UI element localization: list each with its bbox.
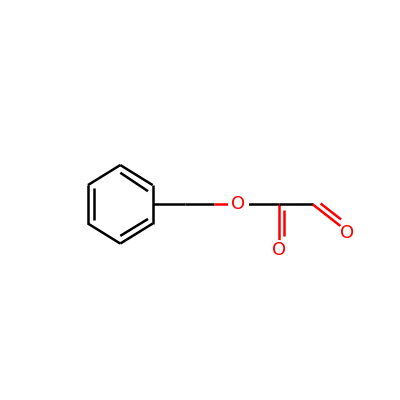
Text: O: O (272, 241, 286, 259)
Text: O: O (231, 196, 245, 214)
Text: O: O (340, 224, 354, 242)
